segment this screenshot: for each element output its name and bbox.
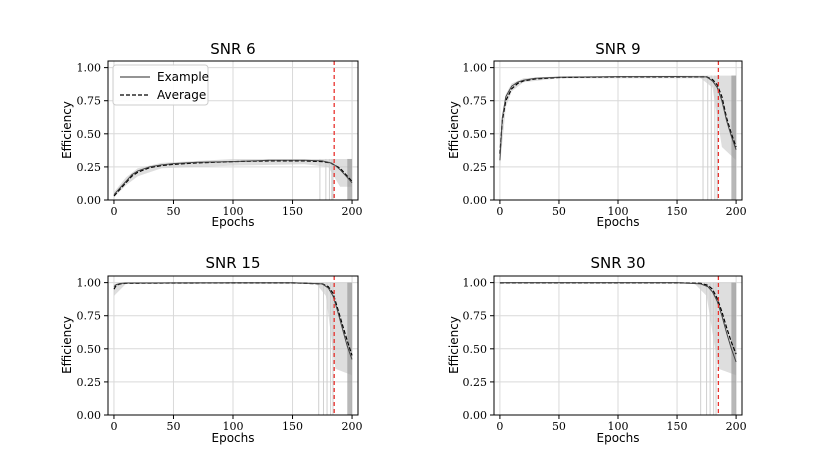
x-axis-label: Epochs [597, 215, 640, 229]
y-tick-label: 0.25 [463, 161, 488, 174]
x-tick-label: 100 [223, 205, 244, 218]
series-line-average [499, 282, 737, 355]
y-tick-label: 0.50 [77, 128, 102, 141]
legend-label: Average [157, 88, 206, 102]
series-line-average [113, 160, 353, 197]
series-line-example [113, 282, 353, 360]
x-tick-label: 200 [726, 420, 747, 433]
x-tick-label: 150 [282, 205, 303, 218]
panel-snr-15: SNR 15 Epochs Efficiency 0 50 100 150 200 0.0… [60, 254, 363, 445]
x-tick-label: 200 [342, 420, 363, 433]
panel-title: SNR 15 [205, 254, 260, 272]
x-tick-label: 0 [110, 420, 117, 433]
y-tick-label: 0.75 [463, 95, 488, 108]
y-tick-label: 0.25 [77, 376, 102, 389]
y-axis-label: Efficiency [447, 101, 461, 159]
plot-area [108, 61, 358, 201]
panel-title: SNR 6 [210, 40, 255, 58]
y-axis-label: Efficiency [60, 101, 74, 159]
x-tick-label: 50 [552, 420, 566, 433]
y-tick-label: 1.00 [77, 62, 102, 75]
x-axis-label: Epochs [597, 431, 640, 445]
x-tick-label: 200 [342, 205, 363, 218]
legend-label: Example [157, 70, 209, 84]
series-line-example [499, 282, 737, 363]
y-tick-label: 0.75 [463, 310, 488, 323]
plot-area [494, 276, 742, 416]
x-tick-label: 100 [608, 205, 629, 218]
y-axis-label: Efficiency [447, 316, 461, 374]
spread-band [499, 75, 737, 167]
panel-title: SNR 9 [595, 40, 640, 58]
plot-area [494, 61, 742, 201]
legend: Example Average [112, 64, 209, 106]
panel-snr-6: SNR 6 Epochs Efficiency 0 50 100 150 200 0.00… [60, 40, 363, 229]
x-tick-label: 0 [496, 205, 503, 218]
x-tick-label: 0 [496, 420, 503, 433]
x-axis-label: Epochs [212, 431, 255, 445]
x-tick-label: 100 [223, 420, 244, 433]
y-tick-label: 0.25 [463, 376, 488, 389]
y-tick-label: 0.50 [463, 128, 488, 141]
series-line-example [499, 75, 737, 161]
x-tick-label: 50 [166, 205, 180, 218]
y-tick-label: 0.50 [463, 343, 488, 356]
panel-snr-9: SNR 9 Epochs Efficiency 0 50 100 150 200 0.00… [447, 40, 747, 229]
y-tick-label: 1.00 [463, 62, 488, 75]
x-axis-label: Epochs [212, 215, 255, 229]
x-tick-label: 50 [166, 420, 180, 433]
y-tick-label: 0.75 [77, 95, 102, 108]
y-axis-label: Efficiency [60, 316, 74, 374]
y-tick-label: 0.00 [77, 194, 102, 207]
collapse-region [731, 75, 737, 200]
series-line-example [113, 159, 353, 196]
y-tick-label: 0.00 [463, 194, 488, 207]
y-tick-label: 0.00 [463, 409, 488, 422]
y-tick-label: 1.00 [77, 277, 102, 290]
panel-title: SNR 30 [590, 254, 645, 272]
legend-box [112, 64, 209, 106]
spread-band [114, 282, 352, 376]
y-tick-label: 0.50 [77, 343, 102, 356]
x-tick-label: 150 [667, 420, 688, 433]
x-tick-label: 200 [726, 205, 747, 218]
y-tick-label: 0.75 [77, 310, 102, 323]
x-tick-label: 0 [110, 205, 117, 218]
plot-area [108, 276, 358, 416]
x-tick-label: 100 [608, 420, 629, 433]
y-tick-label: 1.00 [463, 277, 488, 290]
y-tick-label: 0.25 [77, 161, 102, 174]
y-tick-label: 0.00 [77, 409, 102, 422]
x-tick-label: 50 [552, 205, 566, 218]
x-tick-label: 150 [667, 205, 688, 218]
panel-snr-30: SNR 30 Epochs Efficiency 0 50 100 150 200 0.0… [447, 254, 747, 445]
x-tick-label: 150 [282, 420, 303, 433]
